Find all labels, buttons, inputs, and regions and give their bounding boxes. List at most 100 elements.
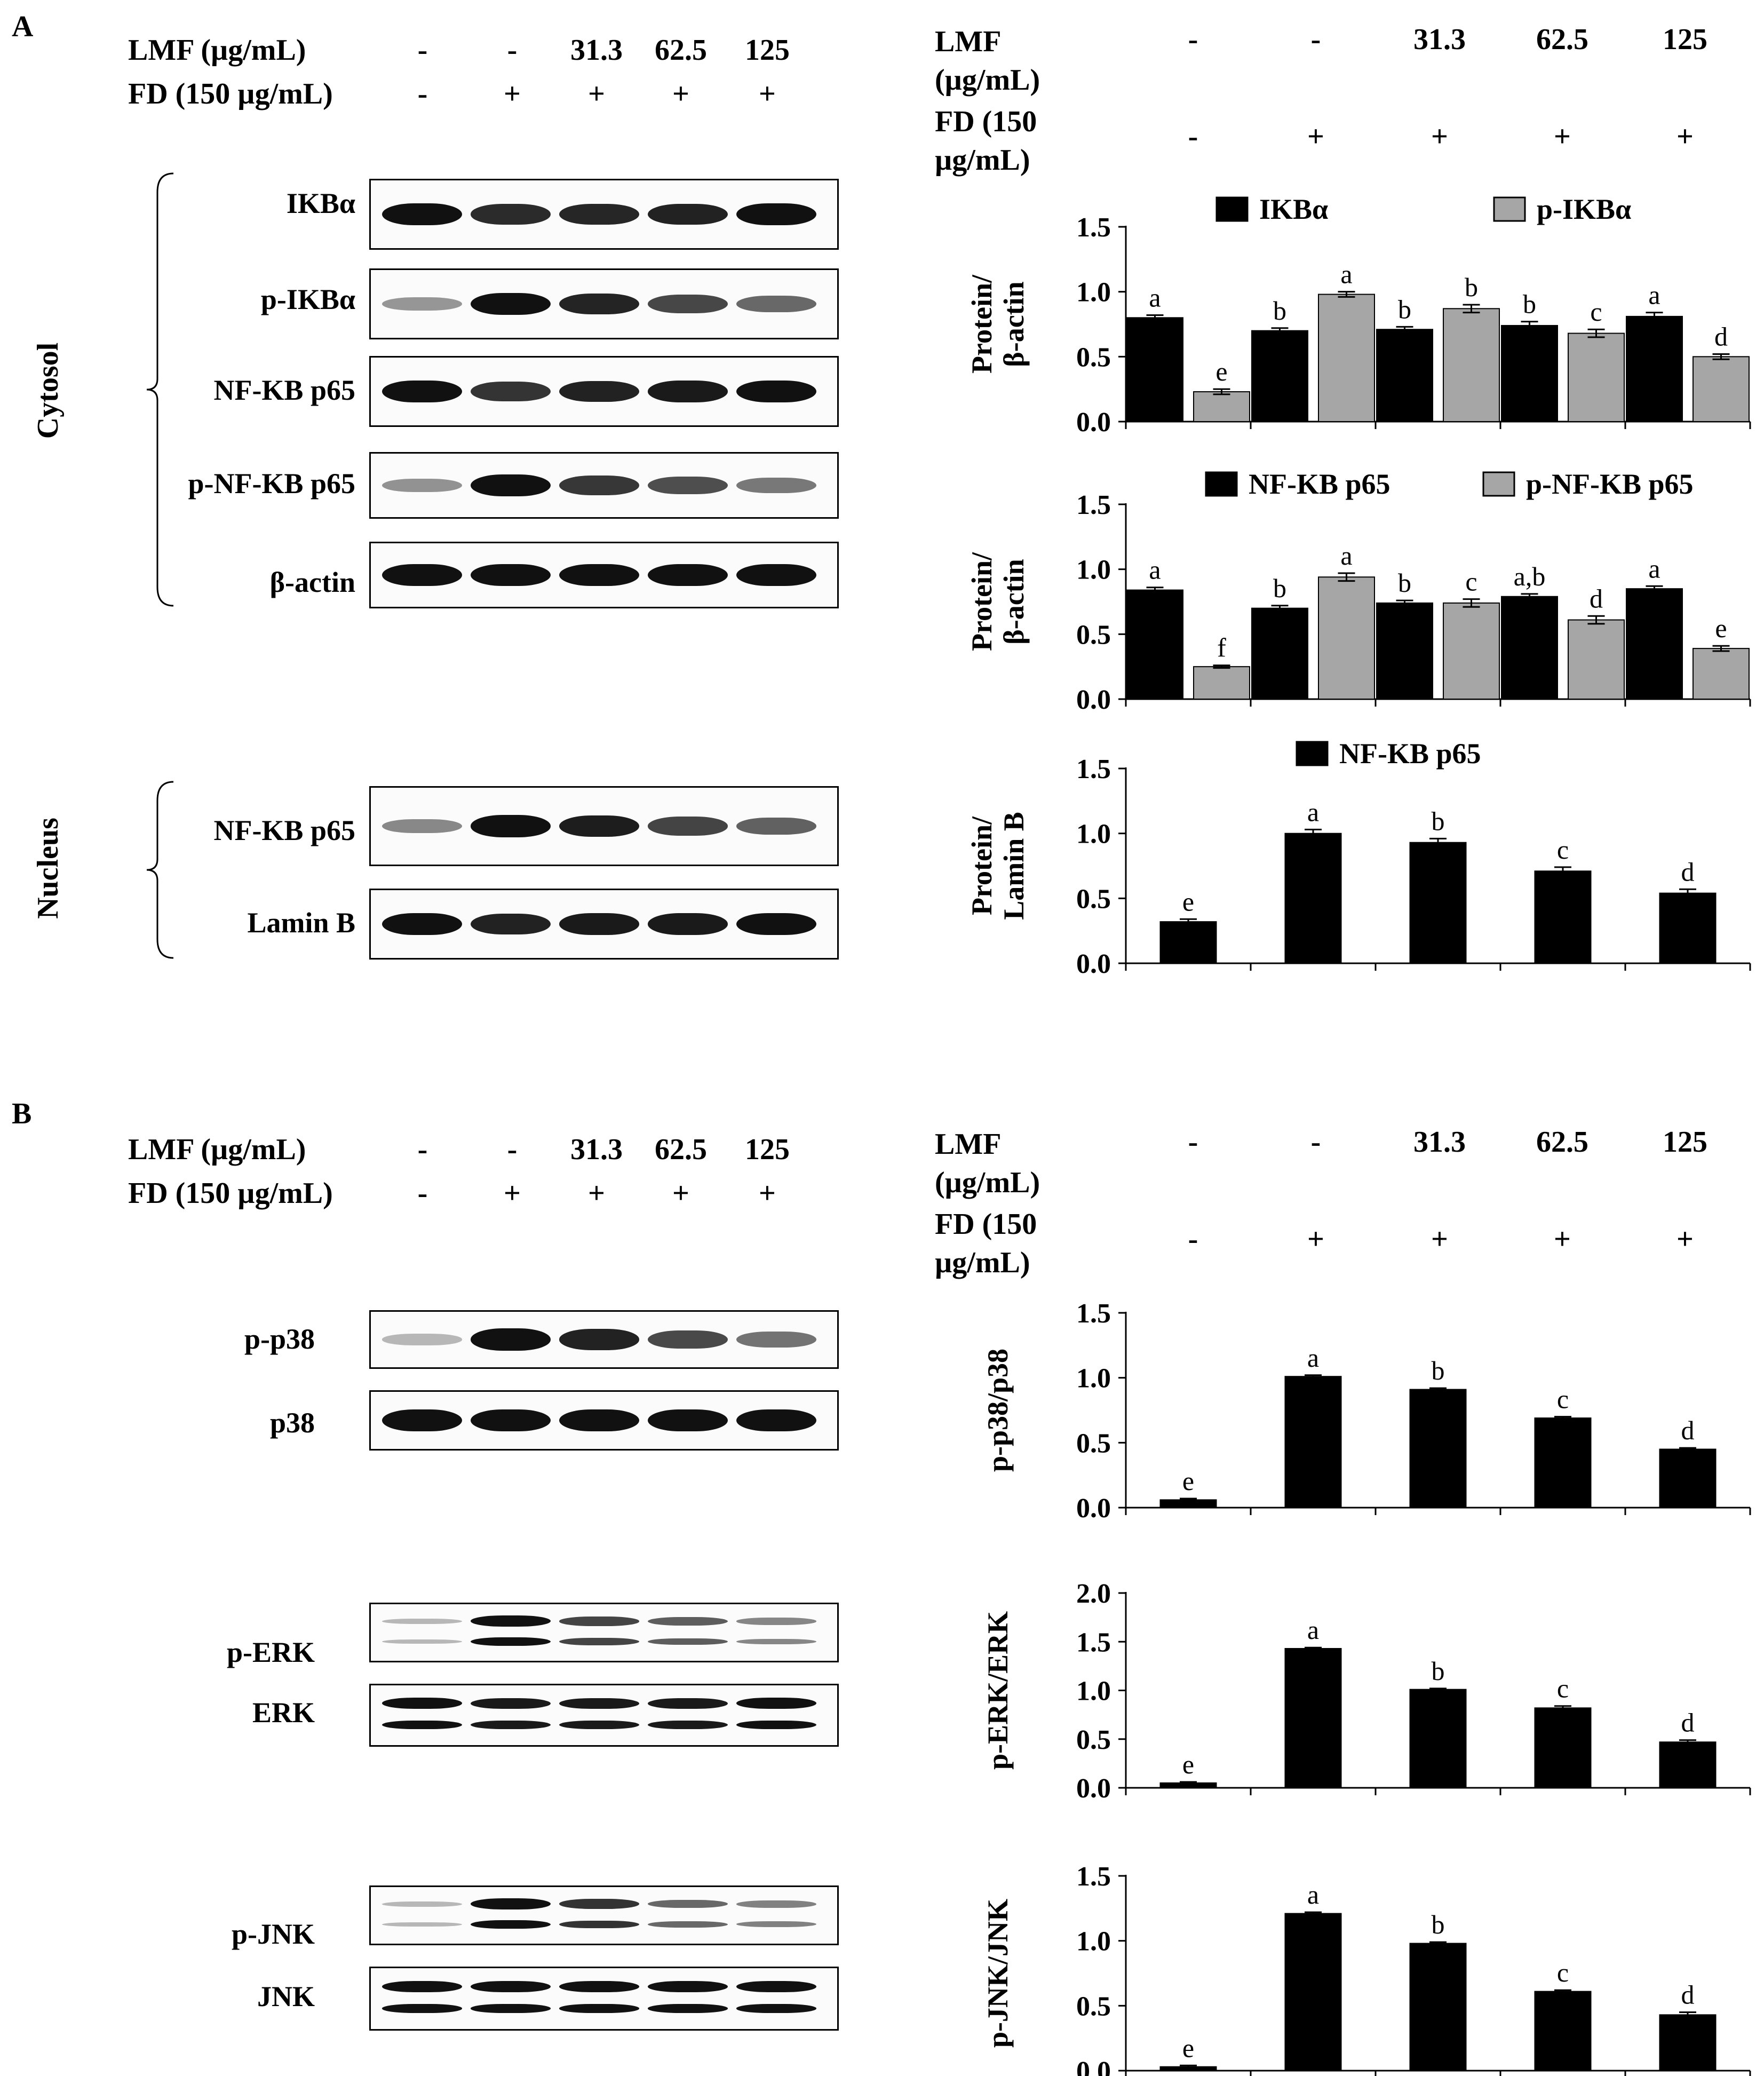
treatment-value: - bbox=[507, 1133, 518, 1166]
treatment-value: + bbox=[504, 1177, 521, 1210]
panel-letter-a: A bbox=[12, 10, 34, 43]
y-tick-label: 1.5 bbox=[1076, 1861, 1111, 1892]
blot-band bbox=[471, 1409, 551, 1432]
significance-letter: e bbox=[1215, 356, 1227, 386]
significance-letter: a bbox=[1149, 282, 1161, 312]
right-label-lmf: LMF (µg/mL) bbox=[935, 25, 1040, 97]
bar bbox=[1659, 1448, 1717, 1508]
treatment-value: + bbox=[1676, 120, 1694, 153]
chart-ikba: Protein/β-actin 0.0 0.5 1.0 1.5 IKBα p-IKBα a b b… bbox=[966, 193, 1751, 438]
blot-band bbox=[559, 815, 640, 837]
blot-band bbox=[736, 1409, 817, 1432]
blot-nuclear-nfkb-p65 bbox=[369, 786, 839, 866]
treatment-value: + bbox=[1431, 120, 1448, 153]
y-axis-label: Protein/Lamin B bbox=[966, 812, 1030, 920]
treatment-value: + bbox=[1676, 1223, 1694, 1256]
bar bbox=[1376, 602, 1433, 700]
significance-letter: d bbox=[1681, 1708, 1695, 1738]
treatment-value: - bbox=[417, 1133, 428, 1166]
significance-letter: a bbox=[1307, 1880, 1319, 1909]
bar bbox=[1284, 1376, 1342, 1508]
blot-band bbox=[471, 1637, 551, 1646]
legend-swatch bbox=[1205, 471, 1238, 497]
blot-jnk bbox=[369, 1967, 839, 2031]
blot-p-erk bbox=[369, 1603, 839, 1662]
blot-band bbox=[382, 297, 463, 311]
blot-band bbox=[382, 478, 463, 493]
y-tick-label: 0.5 bbox=[1076, 620, 1111, 650]
blot-label-nuclear-nfkb-p65: NF-KB p65 bbox=[213, 814, 355, 846]
bar bbox=[1659, 1741, 1717, 1789]
blot-band bbox=[382, 380, 463, 403]
blot-band bbox=[471, 1698, 551, 1709]
blot-band bbox=[648, 295, 728, 313]
y-axis-label-line: Lamin B bbox=[998, 812, 1030, 920]
blot-band bbox=[736, 913, 817, 936]
y-axis-label: p-JNK/JNK bbox=[982, 1899, 1014, 2048]
blot-band bbox=[559, 1409, 640, 1432]
y-tick-label: 0.0 bbox=[1076, 949, 1111, 979]
blot-band bbox=[648, 476, 728, 495]
significance-letter: c bbox=[1590, 297, 1602, 327]
bar bbox=[1626, 588, 1683, 700]
cytosol-brace bbox=[146, 172, 174, 607]
fraction-label-nucleus: Nucleus bbox=[31, 818, 65, 919]
blot-p-ikba bbox=[369, 268, 839, 339]
bar bbox=[1659, 892, 1717, 964]
legend-label: IKBα bbox=[1259, 193, 1328, 225]
significance-letter: c bbox=[1465, 567, 1477, 597]
blot-label-p-ikba: p-IKBα bbox=[260, 283, 355, 315]
blot-band bbox=[382, 564, 463, 587]
blot-band bbox=[736, 380, 817, 403]
blot-band bbox=[382, 913, 463, 936]
treatment-label-fd: FD (150 µg/mL) bbox=[128, 77, 333, 110]
y-axis-label-line: Protein/ bbox=[966, 552, 998, 651]
blot-band bbox=[382, 1922, 463, 1927]
significance-letter: e bbox=[1182, 1749, 1194, 1779]
blot-band bbox=[382, 1639, 463, 1644]
bar bbox=[1126, 317, 1183, 422]
y-tick-label: 0.5 bbox=[1076, 1725, 1111, 1755]
blot-band bbox=[471, 292, 551, 315]
treatment-value: + bbox=[1307, 1223, 1324, 1256]
significance-letter: f bbox=[1217, 633, 1226, 663]
treatment-value: + bbox=[588, 1177, 605, 1210]
significance-letter: a,b bbox=[1514, 561, 1546, 591]
treatment-value: + bbox=[672, 77, 689, 110]
bar bbox=[1501, 324, 1558, 422]
treatment-value: + bbox=[1554, 1223, 1571, 1256]
y-tick-label: 1.5 bbox=[1076, 212, 1111, 243]
bar bbox=[1659, 2014, 1717, 2071]
blot-label-nfkb-p65: NF-KB p65 bbox=[213, 374, 355, 406]
y-tick-label: 0.5 bbox=[1076, 1428, 1111, 1459]
treatment-value: - bbox=[417, 77, 428, 110]
blot-band bbox=[559, 1637, 640, 1645]
bar bbox=[1193, 391, 1250, 422]
blot-band bbox=[559, 1980, 640, 1992]
bar bbox=[1193, 666, 1250, 700]
blot-band bbox=[382, 2003, 463, 2013]
right-label-fd: FD (150 µg/mL) bbox=[935, 105, 1037, 177]
y-tick-label: 2.0 bbox=[1076, 1579, 1111, 1609]
treatment-value: + bbox=[1431, 1223, 1448, 1256]
blot-lamin-b bbox=[369, 889, 839, 960]
significance-letter: a bbox=[1307, 1343, 1319, 1373]
treatment-value: 31.3 bbox=[1413, 1126, 1466, 1159]
treatment-value: + bbox=[504, 77, 521, 110]
treatment-value: - bbox=[1188, 23, 1198, 56]
significance-letter: d bbox=[1681, 1980, 1695, 2010]
significance-letter: b bbox=[1432, 806, 1445, 836]
blot-p-p38 bbox=[369, 1310, 839, 1369]
blot-band bbox=[471, 2003, 551, 2013]
treatment-value: 62.5 bbox=[655, 34, 707, 67]
blot-band bbox=[736, 818, 817, 835]
blot-band bbox=[471, 1720, 551, 1729]
y-tick-label: 0.0 bbox=[1076, 1493, 1111, 1524]
blot-band bbox=[648, 1617, 728, 1626]
treatment-value: - bbox=[1188, 1223, 1198, 1256]
treatment-value: + bbox=[672, 1177, 689, 1210]
blot-band bbox=[648, 913, 728, 935]
blot-band bbox=[736, 1618, 817, 1625]
blot-label-p-nfkb-p65: p-NF-KB p65 bbox=[188, 468, 355, 500]
blot-band bbox=[736, 2003, 817, 2013]
